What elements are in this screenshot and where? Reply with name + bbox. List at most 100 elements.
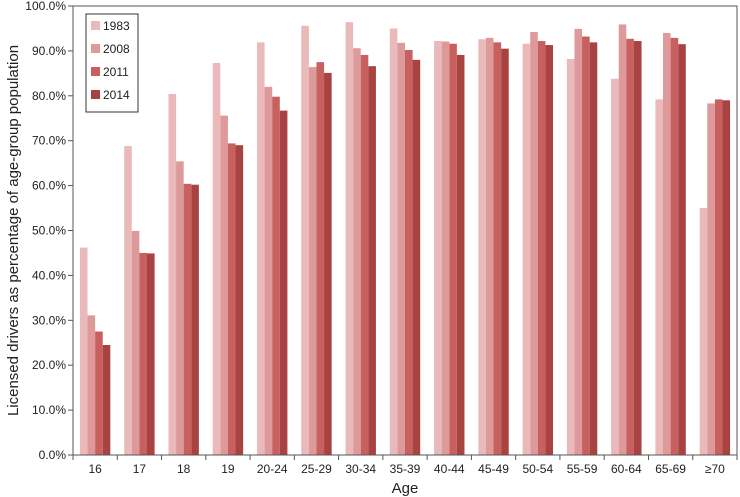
bar-1983-17 [124,146,132,455]
legend-swatch-2011 [91,67,100,76]
x-tick-label: 17 [133,462,147,476]
bar-2011-35-39 [405,50,413,455]
bar-1983-20-24 [257,42,265,456]
x-tick-label: 25-29 [301,462,332,476]
bar-2011-45-49 [493,42,502,456]
plot-frame [72,5,738,456]
y-tick-label: 10.0% [32,403,66,417]
y-axis-title: Licensed drivers as percentage of age-gr… [5,45,22,416]
bar-2014-55-59 [589,42,598,456]
y-tick-label: 90.0% [32,44,66,58]
y-tick-label: 30.0% [32,313,66,327]
legend-swatch-2008 [91,44,100,53]
bar-2011-18 [183,183,192,455]
bar-2008-65-69 [663,32,671,455]
x-axis: 16 17 18 19 20-24 25-29 30-34 35-39 40-44 45-49 50… [72,455,738,476]
bar-2008-16 [87,315,96,455]
bar-1983-18 [168,94,177,455]
bar-2008-18 [176,161,184,455]
bar-2011-20-24 [272,96,280,455]
bar-2011-65-69 [670,37,679,456]
bar-2008-60-64 [618,24,627,456]
bar-1983-55-59 [566,58,575,456]
bar-1983-35-39 [389,28,398,455]
bar-1983-16 [79,247,88,455]
legend-swatch-2014 [91,90,100,99]
bar-1983-60-64 [611,78,619,455]
bar-2011-25-29 [316,62,325,455]
y-tick-label: 80.0% [32,89,66,103]
x-tick-label: ≥70 [705,462,725,476]
bar-2014-65-69 [678,44,686,455]
x-tick-label: 40-44 [434,462,465,476]
bar-2014-19 [235,145,244,455]
x-tick-label: 20-24 [257,462,288,476]
bar-1983-45-49 [478,39,486,455]
bar-2008-35-39 [397,42,405,456]
bar-2014-50-54 [545,45,553,456]
bar-2011-17 [139,252,147,455]
bar-2008-20-24 [264,86,273,455]
bars [79,22,731,456]
bar-2011-30-34 [360,54,369,455]
y-tick-label: 40.0% [32,268,66,282]
y-tick-label: 70.0% [32,134,66,148]
bar-2008-55-59 [574,28,583,456]
bar-2008-17 [131,230,140,455]
bar-1983-40-44 [434,41,442,455]
bar-2014-18 [191,184,199,455]
bar-2014-60-64 [633,41,642,455]
bar-2011-16 [95,331,103,455]
x-tick-label: 60-64 [611,462,642,476]
y-axis: 0.0% 10.0% 20.0% 30.0% 40.0% 50.0% 60.0% 70.0% 8… [25,0,73,462]
y-tick-label: 0.0% [39,448,67,462]
legend: 1983 2008 2011 2014 [85,13,139,113]
legend-label-2011: 2011 [103,65,129,79]
bar-2011-≥70 [714,99,723,455]
bar-2008-25-29 [308,67,317,456]
x-tick-label: 45-49 [478,462,509,476]
y-tick-label: 20.0% [32,358,66,372]
x-tick-label: 16 [88,462,102,476]
bar-2011-55-59 [582,36,590,455]
bar-1983-30-34 [345,22,354,455]
legend-label-2008: 2008 [103,42,130,56]
bar-2014-25-29 [324,72,332,455]
y-tick-label: 50.0% [32,224,66,238]
y-tick-label: 100.0% [25,0,66,13]
bar-1983-65-69 [655,99,663,455]
x-tick-label: 18 [177,462,191,476]
bar-1983-≥70 [699,208,708,455]
x-tick-label: 30-34 [345,462,376,476]
bar-2014-20-24 [279,110,288,455]
x-axis-title: Age [392,480,419,497]
bar-2008-40-44 [441,41,450,455]
bar-2008-≥70 [707,103,715,456]
bar-2011-19 [227,143,236,456]
bar-2011-50-54 [537,41,546,455]
x-tick-label: 35-39 [390,462,421,476]
bar-2014-45-49 [501,48,509,455]
bar-1983-50-54 [522,43,531,455]
y-tick-label: 60.0% [32,179,66,193]
x-tick-label: 50-54 [522,462,553,476]
bar-2014-40-44 [456,54,465,455]
x-tick-label: 19 [221,462,235,476]
bar-1983-19 [212,63,221,455]
bar-2008-30-34 [353,48,361,456]
legend-swatch-1983 [91,21,100,30]
x-tick-label: 65-69 [655,462,686,476]
bar-2008-50-54 [530,32,538,456]
bar-2014-16 [102,344,111,455]
bar-2011-40-44 [449,43,457,455]
bar-2014-≥70 [722,100,731,455]
legend-label-1983: 1983 [103,19,130,33]
bar-2008-45-49 [485,37,494,456]
bar-2014-17 [147,253,155,455]
bar-2011-60-64 [626,38,634,455]
bar-2014-30-34 [368,66,376,455]
bar-2008-19 [220,115,228,455]
bar-1983-25-29 [301,25,309,455]
bar-2014-35-39 [412,59,421,455]
